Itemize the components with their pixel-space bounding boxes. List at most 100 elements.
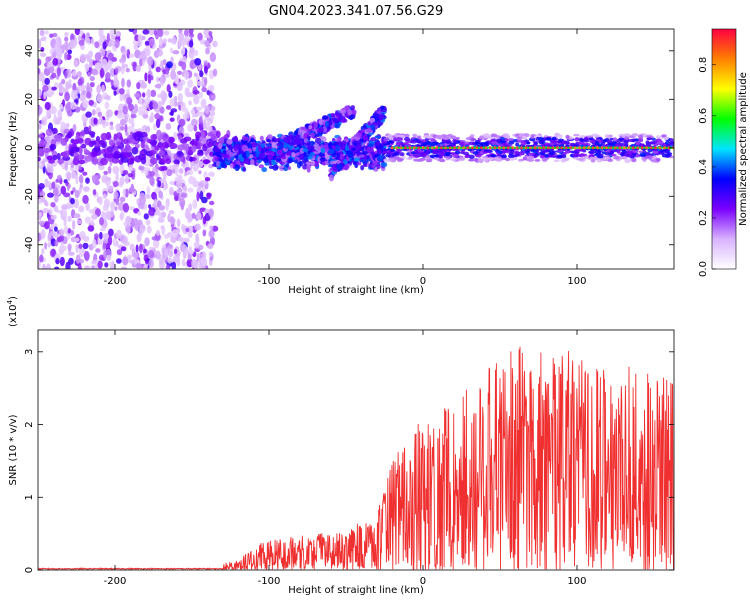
heatmap-ytick-label: -40 bbox=[24, 237, 35, 253]
heatmap-cell bbox=[655, 157, 661, 162]
heatmap-cell bbox=[156, 29, 163, 37]
heatmap-cell bbox=[314, 121, 318, 129]
heatmap-cell bbox=[159, 144, 166, 151]
heatmap-cell bbox=[275, 157, 281, 162]
heatmap-cell bbox=[289, 134, 294, 138]
heatmap-cell bbox=[395, 146, 399, 150]
heatmap-cell bbox=[616, 149, 621, 154]
heatmap-cell bbox=[158, 37, 164, 47]
heatmap-cell bbox=[209, 125, 213, 133]
heatmap-cell bbox=[142, 136, 149, 142]
heatmap-cell bbox=[88, 131, 96, 136]
heatmap-cell bbox=[638, 146, 642, 149]
heatmap-cell bbox=[160, 60, 164, 68]
heatmap-cell bbox=[536, 146, 539, 149]
heatmap-cell bbox=[119, 93, 124, 102]
heatmap-cell bbox=[372, 121, 379, 126]
heatmap-cell bbox=[120, 266, 128, 269]
heatmap-cell bbox=[471, 146, 475, 150]
heatmap-cell bbox=[258, 164, 265, 169]
heatmap-cell bbox=[141, 50, 146, 57]
heatmap-cell bbox=[476, 153, 482, 158]
heatmap-cell bbox=[589, 139, 596, 144]
snr-ytick-label: 1 bbox=[24, 494, 35, 500]
heatmap-cell bbox=[511, 146, 515, 150]
heatmap-cell bbox=[658, 146, 662, 150]
heatmap-cell bbox=[152, 238, 160, 249]
heatmap-cell bbox=[128, 103, 135, 112]
heatmap-cell bbox=[38, 123, 42, 130]
heatmap-cell bbox=[331, 112, 336, 118]
heatmap-cell bbox=[109, 160, 113, 167]
heatmap-cell bbox=[146, 138, 153, 144]
heatmap-cell bbox=[478, 146, 481, 149]
heatmap-cell bbox=[175, 166, 179, 176]
heatmap-cell bbox=[156, 48, 163, 57]
heatmap-cell bbox=[314, 137, 322, 144]
heatmap-cell bbox=[469, 146, 472, 149]
heatmap-cell bbox=[188, 40, 194, 48]
heatmap-cell bbox=[442, 146, 445, 149]
heatmap-cell bbox=[267, 145, 273, 149]
heatmap-cell bbox=[108, 228, 114, 237]
heatmap-cell bbox=[415, 146, 418, 149]
heatmap-cell bbox=[169, 217, 176, 225]
heatmap-cell bbox=[131, 146, 139, 155]
heatmap-cell bbox=[591, 146, 595, 150]
heatmap-cell bbox=[647, 146, 651, 149]
heatmap-cell bbox=[365, 154, 370, 160]
heatmap-cell bbox=[398, 158, 405, 161]
heatmap-cell bbox=[136, 82, 141, 90]
heatmap-cell bbox=[113, 90, 117, 96]
heatmap-cell bbox=[152, 123, 158, 131]
heatmap-cell bbox=[177, 236, 184, 242]
heatmap-cell bbox=[281, 155, 286, 160]
heatmap-cell bbox=[569, 142, 576, 146]
heatmap-cell bbox=[97, 111, 103, 118]
heatmap-cell bbox=[38, 71, 45, 82]
heatmap-cell bbox=[161, 97, 166, 106]
heatmap-cell bbox=[188, 100, 192, 106]
heatmap-cell bbox=[193, 241, 200, 249]
heatmap-cell bbox=[154, 211, 160, 216]
heatmap-cell bbox=[58, 85, 66, 94]
heatmap-cell bbox=[594, 141, 600, 146]
heatmap-cell bbox=[65, 261, 71, 269]
heatmap-cell bbox=[203, 65, 208, 74]
heatmap-cell bbox=[338, 141, 344, 147]
heatmap-cell bbox=[647, 149, 653, 153]
heatmap-cell bbox=[99, 231, 103, 240]
heatmap-cell bbox=[435, 146, 439, 150]
heatmap-cell bbox=[475, 146, 479, 150]
heatmap-cell bbox=[266, 134, 273, 140]
heatmap-cell bbox=[399, 146, 403, 150]
heatmap-cell bbox=[150, 89, 157, 98]
heatmap-cell bbox=[55, 258, 60, 265]
heatmap-cell bbox=[102, 41, 107, 50]
heatmap-cell bbox=[474, 141, 480, 145]
heatmap-cell bbox=[183, 70, 190, 80]
heatmap-cell bbox=[130, 114, 137, 119]
heatmap-cell bbox=[167, 232, 173, 237]
heatmap-cell bbox=[605, 146, 609, 150]
heatmap-cell bbox=[75, 243, 79, 254]
heatmap-cell bbox=[169, 187, 174, 196]
heatmap-cell bbox=[469, 134, 475, 137]
heatmap-cell bbox=[95, 136, 101, 142]
heatmap-cell bbox=[328, 121, 333, 126]
heatmap-cell bbox=[84, 155, 93, 162]
heatmap-cell bbox=[105, 211, 111, 220]
heatmap-cell bbox=[433, 146, 436, 149]
heatmap-cell bbox=[104, 262, 109, 268]
heatmap-cell bbox=[122, 188, 126, 197]
heatmap-cell bbox=[265, 143, 272, 147]
heatmap-cell bbox=[320, 147, 326, 154]
heatmap-cell bbox=[52, 154, 58, 161]
heatmap-cell bbox=[137, 211, 141, 216]
heatmap-cell bbox=[283, 142, 289, 149]
heatmap-cell bbox=[491, 146, 494, 149]
heatmap-cell bbox=[102, 193, 107, 200]
heatmap-cell bbox=[157, 93, 163, 98]
heatmap-cell bbox=[455, 137, 460, 140]
heatmap-cell bbox=[545, 146, 548, 149]
